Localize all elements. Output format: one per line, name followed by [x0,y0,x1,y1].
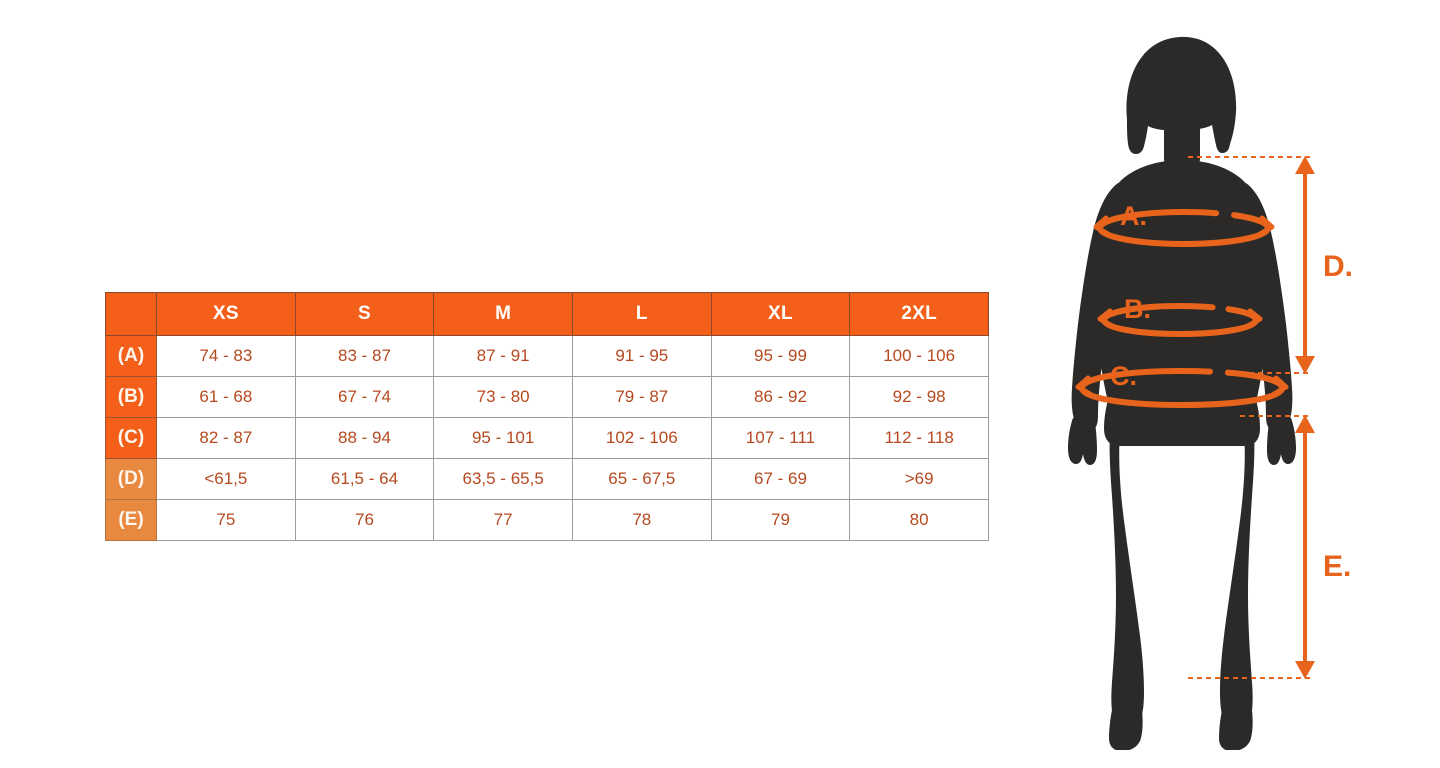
right-hand-shape [1267,418,1296,465]
waist-label: B. [1124,294,1151,324]
silhouette-body [1068,36,1296,750]
inseam-arrowhead-top-icon [1295,415,1315,433]
hips-arrow-left-icon [1075,375,1093,397]
hips-measure-ring: C. [1075,361,1289,409]
cell-e-s: 76 [294,499,435,541]
left-hand-shape [1068,418,1097,465]
cell-c-2xl: 112 - 118 [849,417,989,459]
cell-a-xs: 74 - 83 [156,335,296,377]
waist-arrow-right-icon [1245,308,1263,329]
left-arm-shape [1071,183,1135,433]
right-leg-shape [1220,432,1255,730]
torso-height-arrowhead-top-icon [1295,156,1315,174]
bust-arrow-left-icon [1093,215,1111,237]
column-header-m: M [433,292,573,336]
right-foot-shape [1219,710,1253,750]
cell-c-m: 95 - 101 [433,417,573,459]
table-header-row: XS S M L XL 2XL [105,292,989,336]
cell-b-l: 79 - 87 [571,376,712,418]
row-label-c: (C) [105,417,157,459]
cell-d-s: 61,5 - 64 [294,458,435,500]
table-row: (D) <61,5 61,5 - 64 63,5 - 65,5 65 - 67,… [105,458,989,500]
row-label-e: (E) [105,499,157,541]
cell-c-s: 88 - 94 [294,417,435,459]
cell-b-m: 73 - 80 [433,376,573,418]
torso-height-dimension: D. [1188,156,1353,374]
hips-arrow-right-icon [1271,375,1289,397]
torso-height-arrowhead-bottom-icon [1295,356,1315,374]
torso-shape [1096,160,1268,410]
cell-d-xs: <61,5 [156,458,296,500]
torso-height-label: D. [1323,250,1353,283]
inseam-label: E. [1323,550,1351,583]
cell-b-xs: 61 - 68 [156,376,296,418]
hips-label: C. [1110,361,1137,391]
left-foot-shape [1109,710,1143,750]
cell-c-l: 102 - 106 [571,417,712,459]
column-header-xs: XS [156,292,296,336]
inseam-arrowhead-bottom-icon [1295,661,1315,679]
cell-a-m: 87 - 91 [433,335,573,377]
cell-d-xl: 67 - 69 [710,458,851,500]
column-header-s: S [294,292,435,336]
cell-d-2xl: >69 [849,458,989,500]
cell-e-xl: 79 [710,499,851,541]
cell-c-xl: 107 - 111 [710,417,851,459]
table-row: (E) 75 76 77 78 79 80 [105,499,989,541]
row-label-a: (A) [105,335,157,377]
column-header-xl: XL [710,292,851,336]
table-row: (C) 82 - 87 88 - 94 95 - 101 102 - 106 1… [105,417,989,459]
table-row: (A) 74 - 83 83 - 87 87 - 91 91 - 95 95 -… [105,335,989,377]
cell-b-2xl: 92 - 98 [849,376,989,418]
cell-e-2xl: 80 [849,499,989,541]
column-header-l: L [571,292,712,336]
column-header-2xl: 2XL [849,292,989,336]
female-silhouette-diagram: A. B. C. D. [1068,36,1353,750]
right-arm-shape [1229,183,1293,433]
cell-d-l: 65 - 67,5 [571,458,712,500]
cell-e-l: 78 [571,499,712,541]
hair-icon [1126,36,1237,155]
cell-e-xs: 75 [156,499,296,541]
table-header: XS S M L XL 2XL [105,292,989,336]
cell-b-s: 67 - 74 [294,376,435,418]
cell-a-l: 91 - 95 [571,335,712,377]
size-chart-table: XS S M L XL 2XL (A) 74 - 83 83 - 87 87 -… [105,292,989,541]
waist-arrow-left-icon [1097,308,1115,329]
cell-b-xl: 86 - 92 [710,376,851,418]
cell-a-2xl: 100 - 106 [849,335,989,377]
table-body: (A) 74 - 83 83 - 87 87 - 91 91 - 95 95 -… [105,335,989,541]
table-corner-cell [105,292,157,336]
cell-a-s: 83 - 87 [294,335,435,377]
row-label-d: (D) [105,458,157,500]
cell-d-m: 63,5 - 65,5 [433,458,573,500]
cell-e-m: 77 [433,499,573,541]
table-row: (B) 61 - 68 67 - 74 73 - 80 79 - 87 86 -… [105,376,989,418]
bust-measure-ring: A. [1093,201,1275,248]
left-leg-shape [1109,432,1144,730]
waist-measure-ring: B. [1097,294,1263,338]
bust-arrow-right-icon [1257,215,1275,237]
row-label-b: (B) [105,376,157,418]
cell-c-xs: 82 - 87 [156,417,296,459]
measurement-figure-panel: A. B. C. D. [1040,20,1400,750]
bust-label: A. [1120,201,1147,231]
inseam-dimension: E. [1188,415,1351,679]
cell-a-xl: 95 - 99 [710,335,851,377]
